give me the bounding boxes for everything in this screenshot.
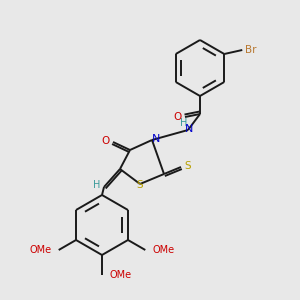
Text: N: N xyxy=(152,134,160,144)
Text: Br: Br xyxy=(245,45,257,55)
Text: H: H xyxy=(180,118,188,128)
Text: S: S xyxy=(185,161,191,171)
Text: OMe: OMe xyxy=(109,270,131,280)
Text: OMe: OMe xyxy=(30,245,52,255)
Text: O: O xyxy=(102,136,110,146)
Text: S: S xyxy=(137,180,143,190)
Text: O: O xyxy=(174,112,182,122)
Text: H: H xyxy=(93,180,101,190)
Text: N: N xyxy=(185,124,193,134)
Text: OMe: OMe xyxy=(152,245,174,255)
